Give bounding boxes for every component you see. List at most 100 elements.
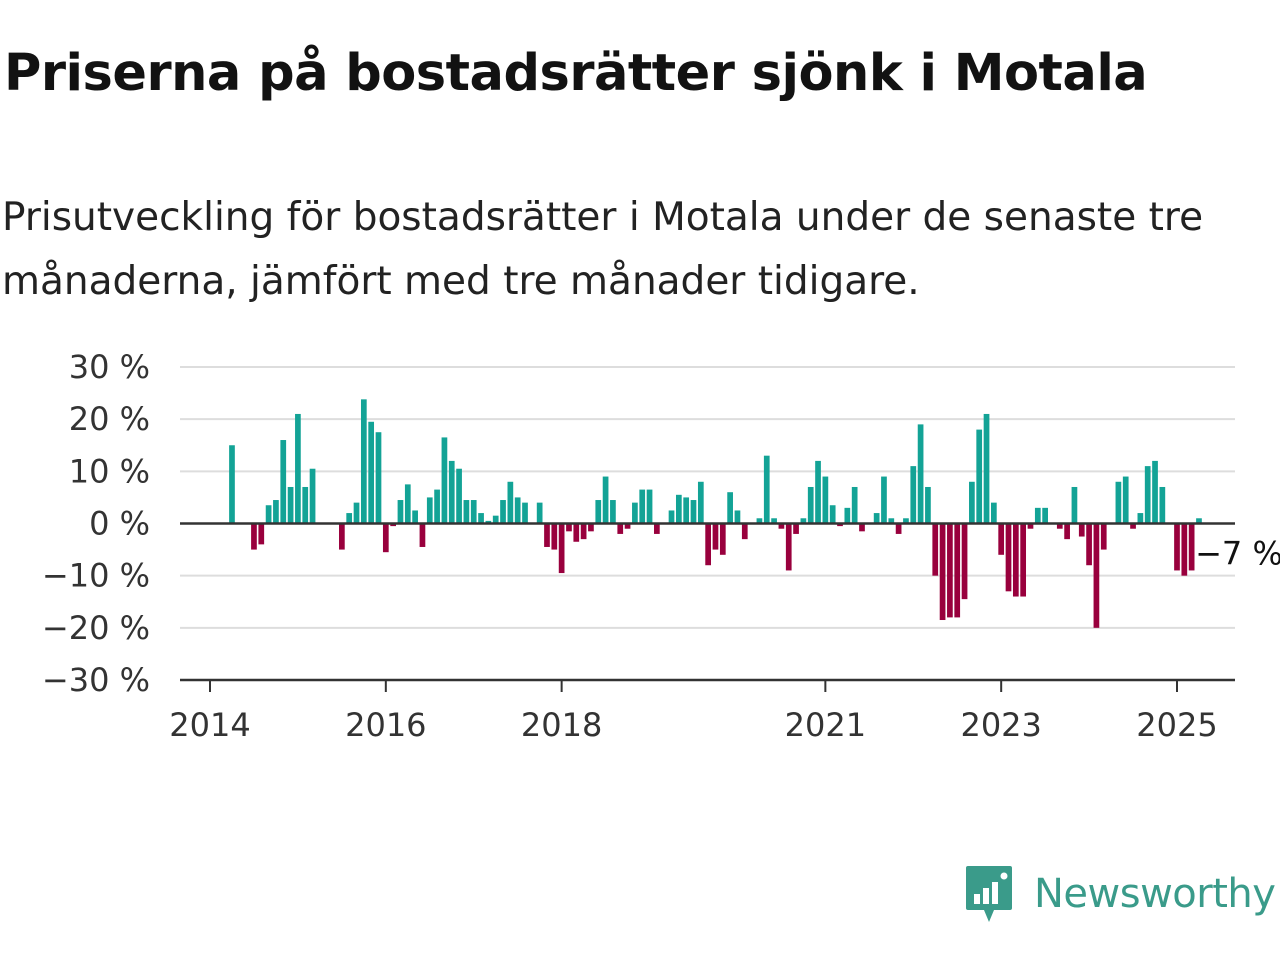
bar (419, 523, 426, 547)
bar (368, 421, 375, 524)
bar (412, 510, 418, 524)
bar (302, 486, 309, 524)
x-axis-ticks: 2014 2016 2018 2021 2023 2025 (169, 680, 1218, 744)
x-tick-label: 2016 (345, 706, 426, 744)
bar (1174, 523, 1180, 571)
bar (595, 500, 602, 524)
bar (1093, 523, 1100, 628)
bar (646, 489, 653, 524)
bar (1115, 481, 1122, 524)
bar (470, 500, 477, 524)
bar (690, 500, 697, 524)
bar (954, 523, 961, 618)
bar (947, 523, 953, 618)
bar (888, 518, 895, 524)
bar (426, 497, 433, 524)
bar (1064, 523, 1070, 540)
bar (1056, 523, 1063, 529)
bar (859, 523, 865, 532)
bar (719, 523, 726, 555)
bar (778, 523, 785, 529)
bar (500, 500, 506, 524)
bar (1181, 523, 1188, 576)
bar (1144, 466, 1151, 524)
bar (551, 523, 558, 550)
bar (309, 468, 316, 524)
bar (822, 476, 829, 524)
bar-chart: 30 %20 %10 %0 %−10 %−20 %−30 % 2014 2016 2… (42, 348, 1280, 744)
bar (404, 484, 411, 524)
y-tick-label: 10 % (69, 452, 150, 490)
bar (807, 486, 814, 524)
bar (456, 468, 462, 524)
bar (837, 523, 843, 527)
bar (273, 500, 279, 524)
bar (1086, 523, 1092, 566)
bar (478, 513, 484, 524)
x-tick-label: 2014 (169, 706, 250, 744)
bar (360, 399, 367, 524)
bar (1122, 476, 1129, 524)
bar (1020, 523, 1027, 597)
bar (251, 523, 257, 550)
grid-lines (180, 366, 1235, 629)
bar (566, 523, 572, 532)
bar (829, 505, 836, 524)
chart-subtitle: Prisutveckling för bostadsrätter i Motal… (2, 195, 1204, 304)
bar (287, 486, 294, 524)
y-axis-ticks: 30 % 20 % 10 % 0 % −10 % −20 % −30 % (42, 348, 150, 699)
bar (397, 500, 404, 524)
bar (675, 494, 682, 524)
bars (229, 399, 1202, 628)
bar (536, 502, 543, 524)
bar (353, 502, 360, 524)
bar (280, 440, 287, 524)
bar (382, 523, 389, 553)
bar (602, 476, 609, 524)
bar (1100, 523, 1107, 550)
bar (1196, 518, 1202, 524)
y-tick-label: −30 % (42, 661, 150, 699)
x-tick-label: 2025 (1136, 706, 1217, 744)
bar (785, 523, 792, 571)
bar (463, 500, 470, 524)
bar (683, 497, 690, 524)
bar (1159, 486, 1166, 524)
bar (1130, 523, 1136, 529)
bar (939, 523, 946, 621)
bar (712, 523, 719, 550)
bar (697, 481, 704, 524)
bar (917, 424, 924, 524)
bar (514, 497, 521, 524)
bar (639, 489, 646, 524)
bar (932, 523, 939, 576)
bar (617, 523, 624, 534)
bar (295, 413, 301, 524)
last-value-annotation: −7 % (1195, 534, 1280, 572)
chart-title: Priserna på bostadsrätter sjönk i Motala (4, 44, 1148, 103)
bar (969, 481, 975, 524)
bar (734, 510, 741, 524)
bar (705, 523, 711, 566)
bar (624, 523, 631, 529)
bar (229, 445, 235, 524)
bar (492, 515, 499, 524)
newsworthy-logo-icon (966, 866, 1012, 922)
bar (763, 455, 770, 524)
bar (1027, 523, 1034, 529)
bar (441, 437, 448, 524)
bar (961, 523, 968, 600)
bar (895, 523, 902, 534)
bar (1034, 507, 1041, 524)
bar (1188, 523, 1195, 571)
bar (448, 460, 455, 524)
bar (1071, 486, 1078, 524)
bar (346, 513, 353, 524)
bar (881, 476, 887, 524)
y-tick-label: −20 % (42, 609, 150, 647)
bar (654, 523, 660, 534)
bar (580, 523, 587, 540)
bar (903, 518, 909, 524)
bar (434, 489, 440, 524)
bar (1152, 460, 1158, 524)
